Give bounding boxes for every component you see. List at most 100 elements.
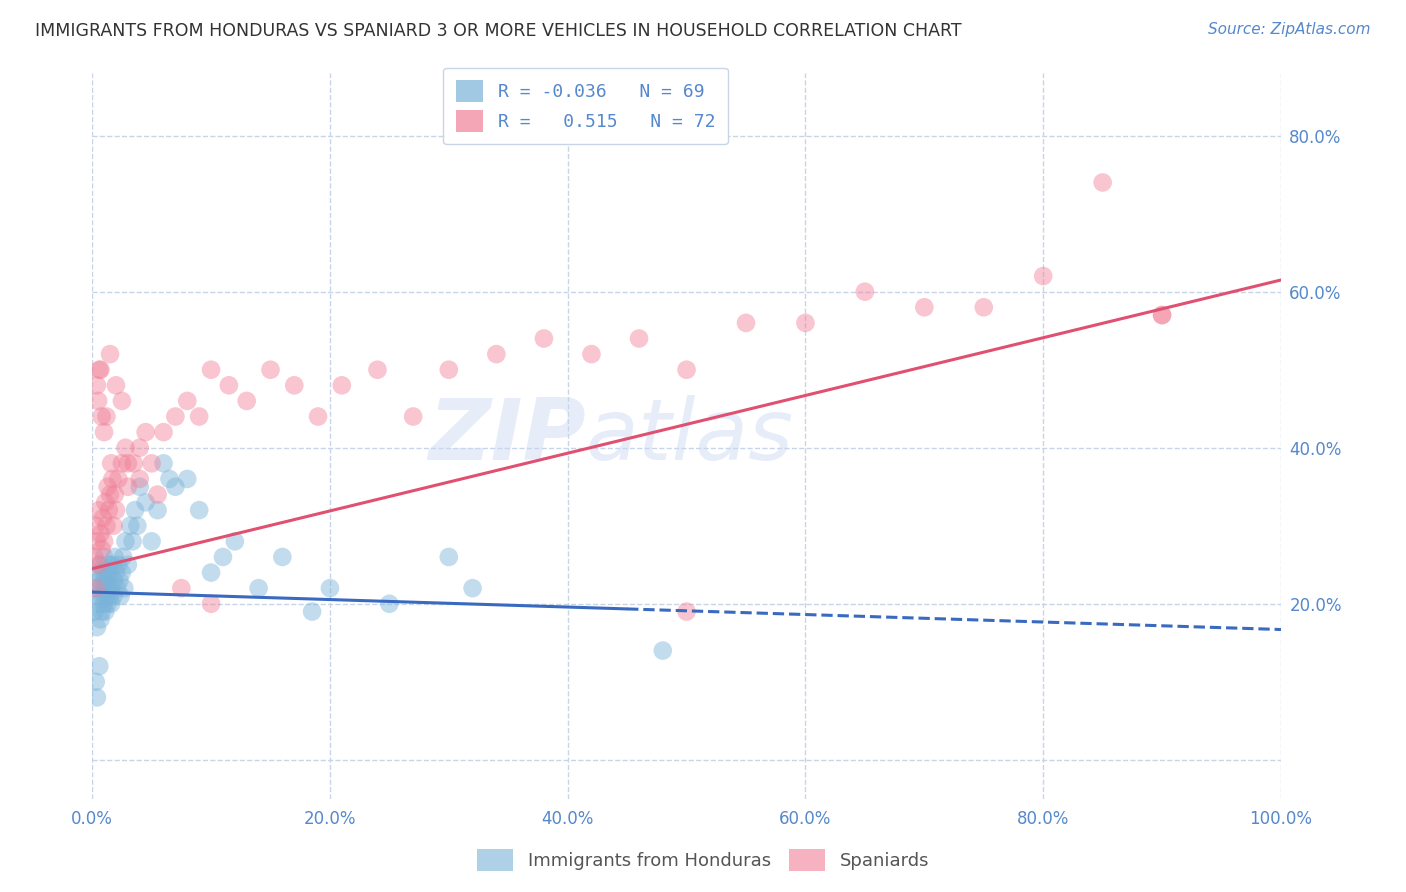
Point — [89, 362, 111, 376]
Point — [114, 534, 136, 549]
Point — [307, 409, 329, 424]
Point — [103, 574, 125, 588]
Point — [91, 589, 114, 603]
Point — [1032, 269, 1054, 284]
Point — [1091, 176, 1114, 190]
Point — [120, 518, 142, 533]
Point — [96, 409, 118, 424]
Point — [84, 581, 107, 595]
Point — [651, 643, 673, 657]
Point — [533, 331, 555, 345]
Point — [84, 674, 107, 689]
Point — [104, 549, 127, 564]
Point — [108, 574, 131, 588]
Point — [402, 409, 425, 424]
Point — [485, 347, 508, 361]
Point — [581, 347, 603, 361]
Point — [188, 409, 211, 424]
Point — [104, 487, 127, 501]
Point — [112, 581, 135, 595]
Point — [90, 542, 112, 557]
Point — [104, 378, 127, 392]
Point — [135, 425, 157, 439]
Point — [853, 285, 876, 299]
Point — [94, 495, 117, 509]
Point — [91, 566, 114, 580]
Point — [93, 534, 115, 549]
Point — [84, 581, 107, 595]
Point — [271, 549, 294, 564]
Point — [146, 487, 169, 501]
Point — [100, 456, 122, 470]
Point — [89, 503, 111, 517]
Text: ZIP: ZIP — [427, 394, 585, 477]
Point — [1152, 308, 1174, 322]
Point — [96, 518, 118, 533]
Point — [89, 558, 111, 572]
Point — [188, 503, 211, 517]
Point — [93, 549, 115, 564]
Point — [200, 597, 222, 611]
Point — [97, 597, 120, 611]
Point — [301, 605, 323, 619]
Point — [89, 612, 111, 626]
Point — [94, 581, 117, 595]
Point — [105, 581, 128, 595]
Point — [200, 566, 222, 580]
Point — [86, 690, 108, 705]
Point — [93, 574, 115, 588]
Point — [437, 362, 460, 376]
Point — [89, 597, 111, 611]
Point — [675, 362, 697, 376]
Point — [247, 581, 270, 595]
Point — [165, 409, 187, 424]
Point — [97, 503, 120, 517]
Point — [100, 581, 122, 595]
Point — [89, 526, 111, 541]
Point — [83, 605, 105, 619]
Point — [141, 456, 163, 470]
Point — [107, 558, 129, 572]
Point — [259, 362, 281, 376]
Point — [366, 362, 388, 376]
Point — [112, 549, 135, 564]
Point — [98, 566, 121, 580]
Point — [104, 566, 127, 580]
Point — [87, 558, 110, 572]
Point — [97, 574, 120, 588]
Point — [165, 480, 187, 494]
Point — [84, 518, 107, 533]
Point — [152, 425, 174, 439]
Point — [86, 534, 108, 549]
Point — [794, 316, 817, 330]
Point — [124, 503, 146, 517]
Point — [159, 472, 181, 486]
Point — [87, 393, 110, 408]
Point — [96, 589, 118, 603]
Point — [89, 659, 111, 673]
Point — [96, 566, 118, 580]
Point — [122, 456, 145, 470]
Point — [283, 378, 305, 392]
Point — [170, 581, 193, 595]
Point — [91, 511, 114, 525]
Point — [98, 347, 121, 361]
Point — [104, 503, 127, 517]
Point — [86, 378, 108, 392]
Point — [152, 456, 174, 470]
Point — [110, 589, 132, 603]
Point — [212, 549, 235, 564]
Point — [146, 503, 169, 517]
Point — [127, 518, 149, 533]
Point — [128, 472, 150, 486]
Point — [114, 441, 136, 455]
Point — [87, 566, 110, 580]
Point — [101, 472, 124, 486]
Point — [103, 589, 125, 603]
Point — [83, 549, 105, 564]
Point — [90, 605, 112, 619]
Point — [128, 441, 150, 455]
Point — [675, 605, 697, 619]
Point — [90, 581, 112, 595]
Point — [97, 558, 120, 572]
